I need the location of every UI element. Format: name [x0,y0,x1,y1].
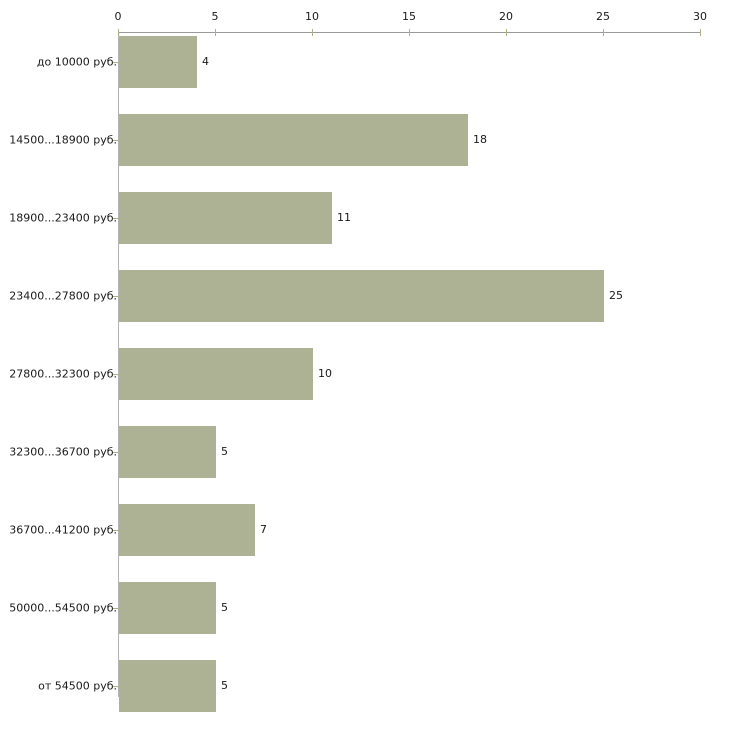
category-label: 27800...32300 руб. [9,367,117,381]
x-tick-mark [312,29,313,36]
category-label: 36700...41200 руб. [9,523,117,537]
bar-value-label: 25 [609,289,623,302]
bar-value-label: 5 [221,679,228,692]
bar-value-label: 18 [473,133,487,146]
bar-value-label: 11 [337,211,351,224]
x-tick-label: 0 [114,10,122,23]
y-tick-mark [113,452,119,453]
category-label: 14500...18900 руб. [9,133,117,147]
category-label: до 10000 руб. [36,55,117,69]
bar [119,192,332,244]
bar-value-label: 5 [221,445,228,458]
bar [119,582,216,634]
y-tick-mark [113,218,119,219]
bar [119,426,216,478]
x-tick-mark [603,29,604,36]
y-axis-line [118,32,119,697]
x-tick-label: 30 [693,10,707,23]
y-tick-mark [113,608,119,609]
bar [119,270,604,322]
y-tick-mark [113,296,119,297]
y-tick-mark [113,530,119,531]
y-tick-mark [113,374,119,375]
x-tick-label: 10 [305,10,319,23]
bar-value-label: 10 [318,367,332,380]
bar [119,36,197,88]
x-tick-mark [118,29,119,36]
x-tick-label: 20 [499,10,513,23]
category-label: 50000...54500 руб. [9,601,117,615]
bar-value-label: 7 [260,523,267,536]
bar [119,660,216,712]
x-tick-mark [506,29,507,36]
bar-value-label: 5 [221,601,228,614]
y-tick-mark [113,686,119,687]
bar [119,504,255,556]
x-tick-mark [409,29,410,36]
category-label: 18900...23400 руб. [9,211,117,225]
bar [119,348,313,400]
x-tick-mark [700,29,701,36]
bar [119,114,468,166]
x-tick-label: 5 [211,10,219,23]
x-tick-label: 15 [402,10,416,23]
x-tick-label: 25 [596,10,610,23]
y-tick-mark [113,140,119,141]
category-label: 23400...27800 руб. [9,289,117,303]
y-tick-mark [113,62,119,63]
bar-value-label: 4 [202,55,209,68]
category-label: от 54500 руб. [38,679,117,693]
x-tick-mark [215,29,216,36]
category-label: 32300...36700 руб. [9,445,117,459]
